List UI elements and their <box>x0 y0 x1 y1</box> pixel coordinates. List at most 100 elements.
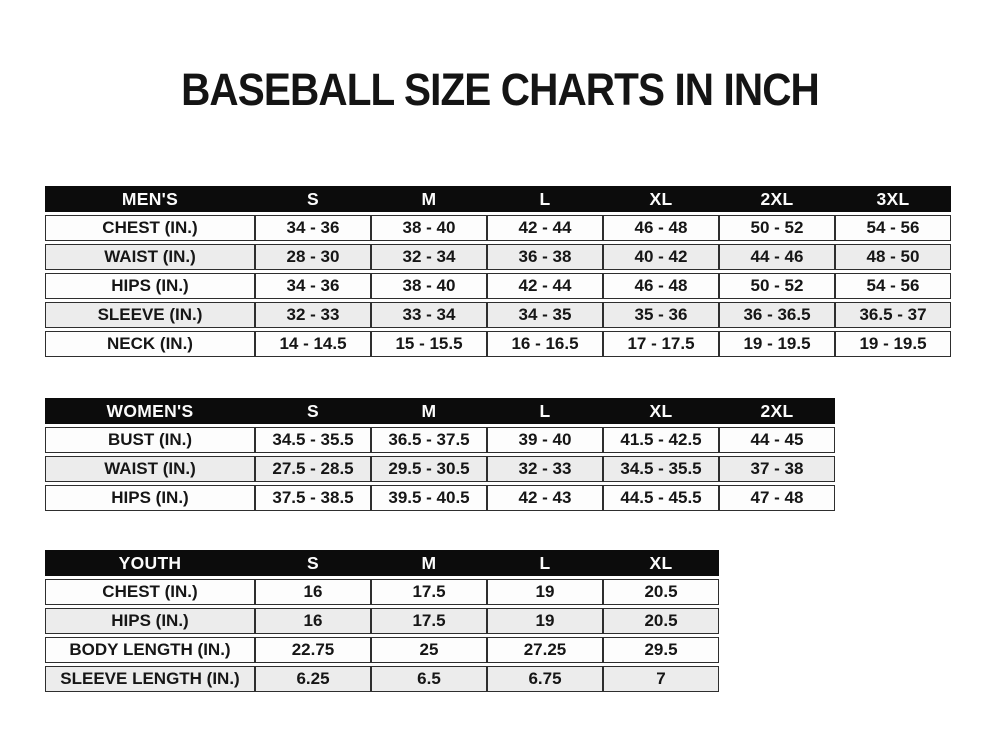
size-value-cell: 34.5 - 35.5 <box>603 456 719 482</box>
youth-header-m: M <box>371 550 487 576</box>
size-value-cell: 7 <box>603 666 719 692</box>
size-value-cell: 35 - 36 <box>603 302 719 328</box>
size-value-cell: 20.5 <box>603 579 719 605</box>
mens-size-chart-table: MEN'S S M L XL 2XL 3XL CHEST (IN.) 34 - 36 38 - 4… <box>45 183 951 360</box>
mens-row-neckin: NECK (IN.) 14 - 14.5 15 - 15.5 16 - 16.5 17 … <box>45 331 951 357</box>
size-value-cell: 38 - 40 <box>371 273 487 299</box>
youth-row-sleevelengthin: SLEEVE LENGTH (IN.) 6.25 6.5 6.75 7 <box>45 666 719 692</box>
womens-row-waistin: WAIST (IN.) 27.5 - 28.5 29.5 - 30.5 32 - 33… <box>45 456 835 482</box>
womens-header-m: M <box>371 398 487 424</box>
row-label: CHEST (IN.) <box>45 215 255 241</box>
size-value-cell: 25 <box>371 637 487 663</box>
size-value-cell: 41.5 - 42.5 <box>603 427 719 453</box>
mens-header-l: L <box>487 186 603 212</box>
size-value-cell: 16 - 16.5 <box>487 331 603 357</box>
mens-row-sleevein: SLEEVE (IN.) 32 - 33 33 - 34 34 - 35 35 - 36… <box>45 302 951 328</box>
youth-row-hipsin: HIPS (IN.) 16 17.5 19 20.5 <box>45 608 719 634</box>
size-value-cell: 42 - 44 <box>487 215 603 241</box>
youth-row-chestin: CHEST (IN.) 16 17.5 19 20.5 <box>45 579 719 605</box>
womens-header-row: WOMEN'S S M L XL 2XL <box>45 398 835 424</box>
size-value-cell: 36.5 - 37 <box>835 302 951 328</box>
size-value-cell: 37 - 38 <box>719 456 835 482</box>
youth-header-s: S <box>255 550 371 576</box>
mens-header-mens: MEN'S <box>45 186 255 212</box>
row-label: HIPS (IN.) <box>45 608 255 634</box>
womens-row-hipsin: HIPS (IN.) 37.5 - 38.5 39.5 - 40.5 42 - 43 4… <box>45 485 835 511</box>
mens-header-3xl: 3XL <box>835 186 951 212</box>
womens-header-womens: WOMEN'S <box>45 398 255 424</box>
size-value-cell: 22.75 <box>255 637 371 663</box>
mens-header-s: S <box>255 186 371 212</box>
size-value-cell: 39 - 40 <box>487 427 603 453</box>
size-value-cell: 17 - 17.5 <box>603 331 719 357</box>
size-value-cell: 20.5 <box>603 608 719 634</box>
youth-header-xl: XL <box>603 550 719 576</box>
page-title: BASEBALL SIZE CHARTS IN INCH <box>181 64 820 115</box>
womens-row-bustin: BUST (IN.) 34.5 - 35.5 36.5 - 37.5 39 - 40 4… <box>45 427 835 453</box>
mens-header-row: MEN'S S M L XL 2XL 3XL <box>45 186 951 212</box>
row-label: SLEEVE LENGTH (IN.) <box>45 666 255 692</box>
size-value-cell: 29.5 - 30.5 <box>371 456 487 482</box>
size-value-cell: 48 - 50 <box>835 244 951 270</box>
size-value-cell: 50 - 52 <box>719 273 835 299</box>
size-value-cell: 28 - 30 <box>255 244 371 270</box>
row-label: SLEEVE (IN.) <box>45 302 255 328</box>
size-value-cell: 34 - 36 <box>255 273 371 299</box>
womens-header-l: L <box>487 398 603 424</box>
size-value-cell: 17.5 <box>371 608 487 634</box>
womens-header-xl: XL <box>603 398 719 424</box>
row-label: NECK (IN.) <box>45 331 255 357</box>
size-value-cell: 34.5 - 35.5 <box>255 427 371 453</box>
youth-header-youth: YOUTH <box>45 550 255 576</box>
row-label: HIPS (IN.) <box>45 273 255 299</box>
row-label: CHEST (IN.) <box>45 579 255 605</box>
size-value-cell: 27.5 - 28.5 <box>255 456 371 482</box>
size-value-cell: 39.5 - 40.5 <box>371 485 487 511</box>
size-value-cell: 32 - 33 <box>487 456 603 482</box>
size-value-cell: 46 - 48 <box>603 215 719 241</box>
row-label: BUST (IN.) <box>45 427 255 453</box>
size-value-cell: 37.5 - 38.5 <box>255 485 371 511</box>
size-value-cell: 34 - 36 <box>255 215 371 241</box>
size-value-cell: 19 - 19.5 <box>719 331 835 357</box>
womens-header-2xl: 2XL <box>719 398 835 424</box>
size-value-cell: 15 - 15.5 <box>371 331 487 357</box>
size-value-cell: 6.25 <box>255 666 371 692</box>
size-value-cell: 16 <box>255 608 371 634</box>
size-value-cell: 36 - 38 <box>487 244 603 270</box>
size-value-cell: 44 - 45 <box>719 427 835 453</box>
size-value-cell: 14 - 14.5 <box>255 331 371 357</box>
size-value-cell: 47 - 48 <box>719 485 835 511</box>
womens-size-chart-table: WOMEN'S S M L XL 2XL BUST (IN.) 34.5 - 35.5 36.5… <box>45 395 835 514</box>
size-value-cell: 46 - 48 <box>603 273 719 299</box>
size-value-cell: 36 - 36.5 <box>719 302 835 328</box>
size-value-cell: 19 <box>487 608 603 634</box>
mens-row-chestin: CHEST (IN.) 34 - 36 38 - 40 42 - 44 46 - 48 5… <box>45 215 951 241</box>
youth-header-l: L <box>487 550 603 576</box>
youth-size-chart-table: YOUTH S M L XL CHEST (IN.) 16 17.5 19 20.5 HIPS (I… <box>45 547 719 695</box>
size-value-cell: 29.5 <box>603 637 719 663</box>
size-value-cell: 50 - 52 <box>719 215 835 241</box>
size-value-cell: 42 - 44 <box>487 273 603 299</box>
row-label: WAIST (IN.) <box>45 456 255 482</box>
size-value-cell: 33 - 34 <box>371 302 487 328</box>
size-value-cell: 32 - 34 <box>371 244 487 270</box>
row-label: HIPS (IN.) <box>45 485 255 511</box>
size-value-cell: 19 <box>487 579 603 605</box>
size-value-cell: 44.5 - 45.5 <box>603 485 719 511</box>
size-value-cell: 42 - 43 <box>487 485 603 511</box>
size-value-cell: 17.5 <box>371 579 487 605</box>
size-value-cell: 6.5 <box>371 666 487 692</box>
mens-row-waistin: WAIST (IN.) 28 - 30 32 - 34 36 - 38 40 - 42 4… <box>45 244 951 270</box>
mens-header-2xl: 2XL <box>719 186 835 212</box>
size-value-cell: 36.5 - 37.5 <box>371 427 487 453</box>
size-value-cell: 32 - 33 <box>255 302 371 328</box>
size-value-cell: 54 - 56 <box>835 273 951 299</box>
row-label: WAIST (IN.) <box>45 244 255 270</box>
mens-header-xl: XL <box>603 186 719 212</box>
size-value-cell: 38 - 40 <box>371 215 487 241</box>
size-value-cell: 6.75 <box>487 666 603 692</box>
size-value-cell: 54 - 56 <box>835 215 951 241</box>
size-value-cell: 19 - 19.5 <box>835 331 951 357</box>
